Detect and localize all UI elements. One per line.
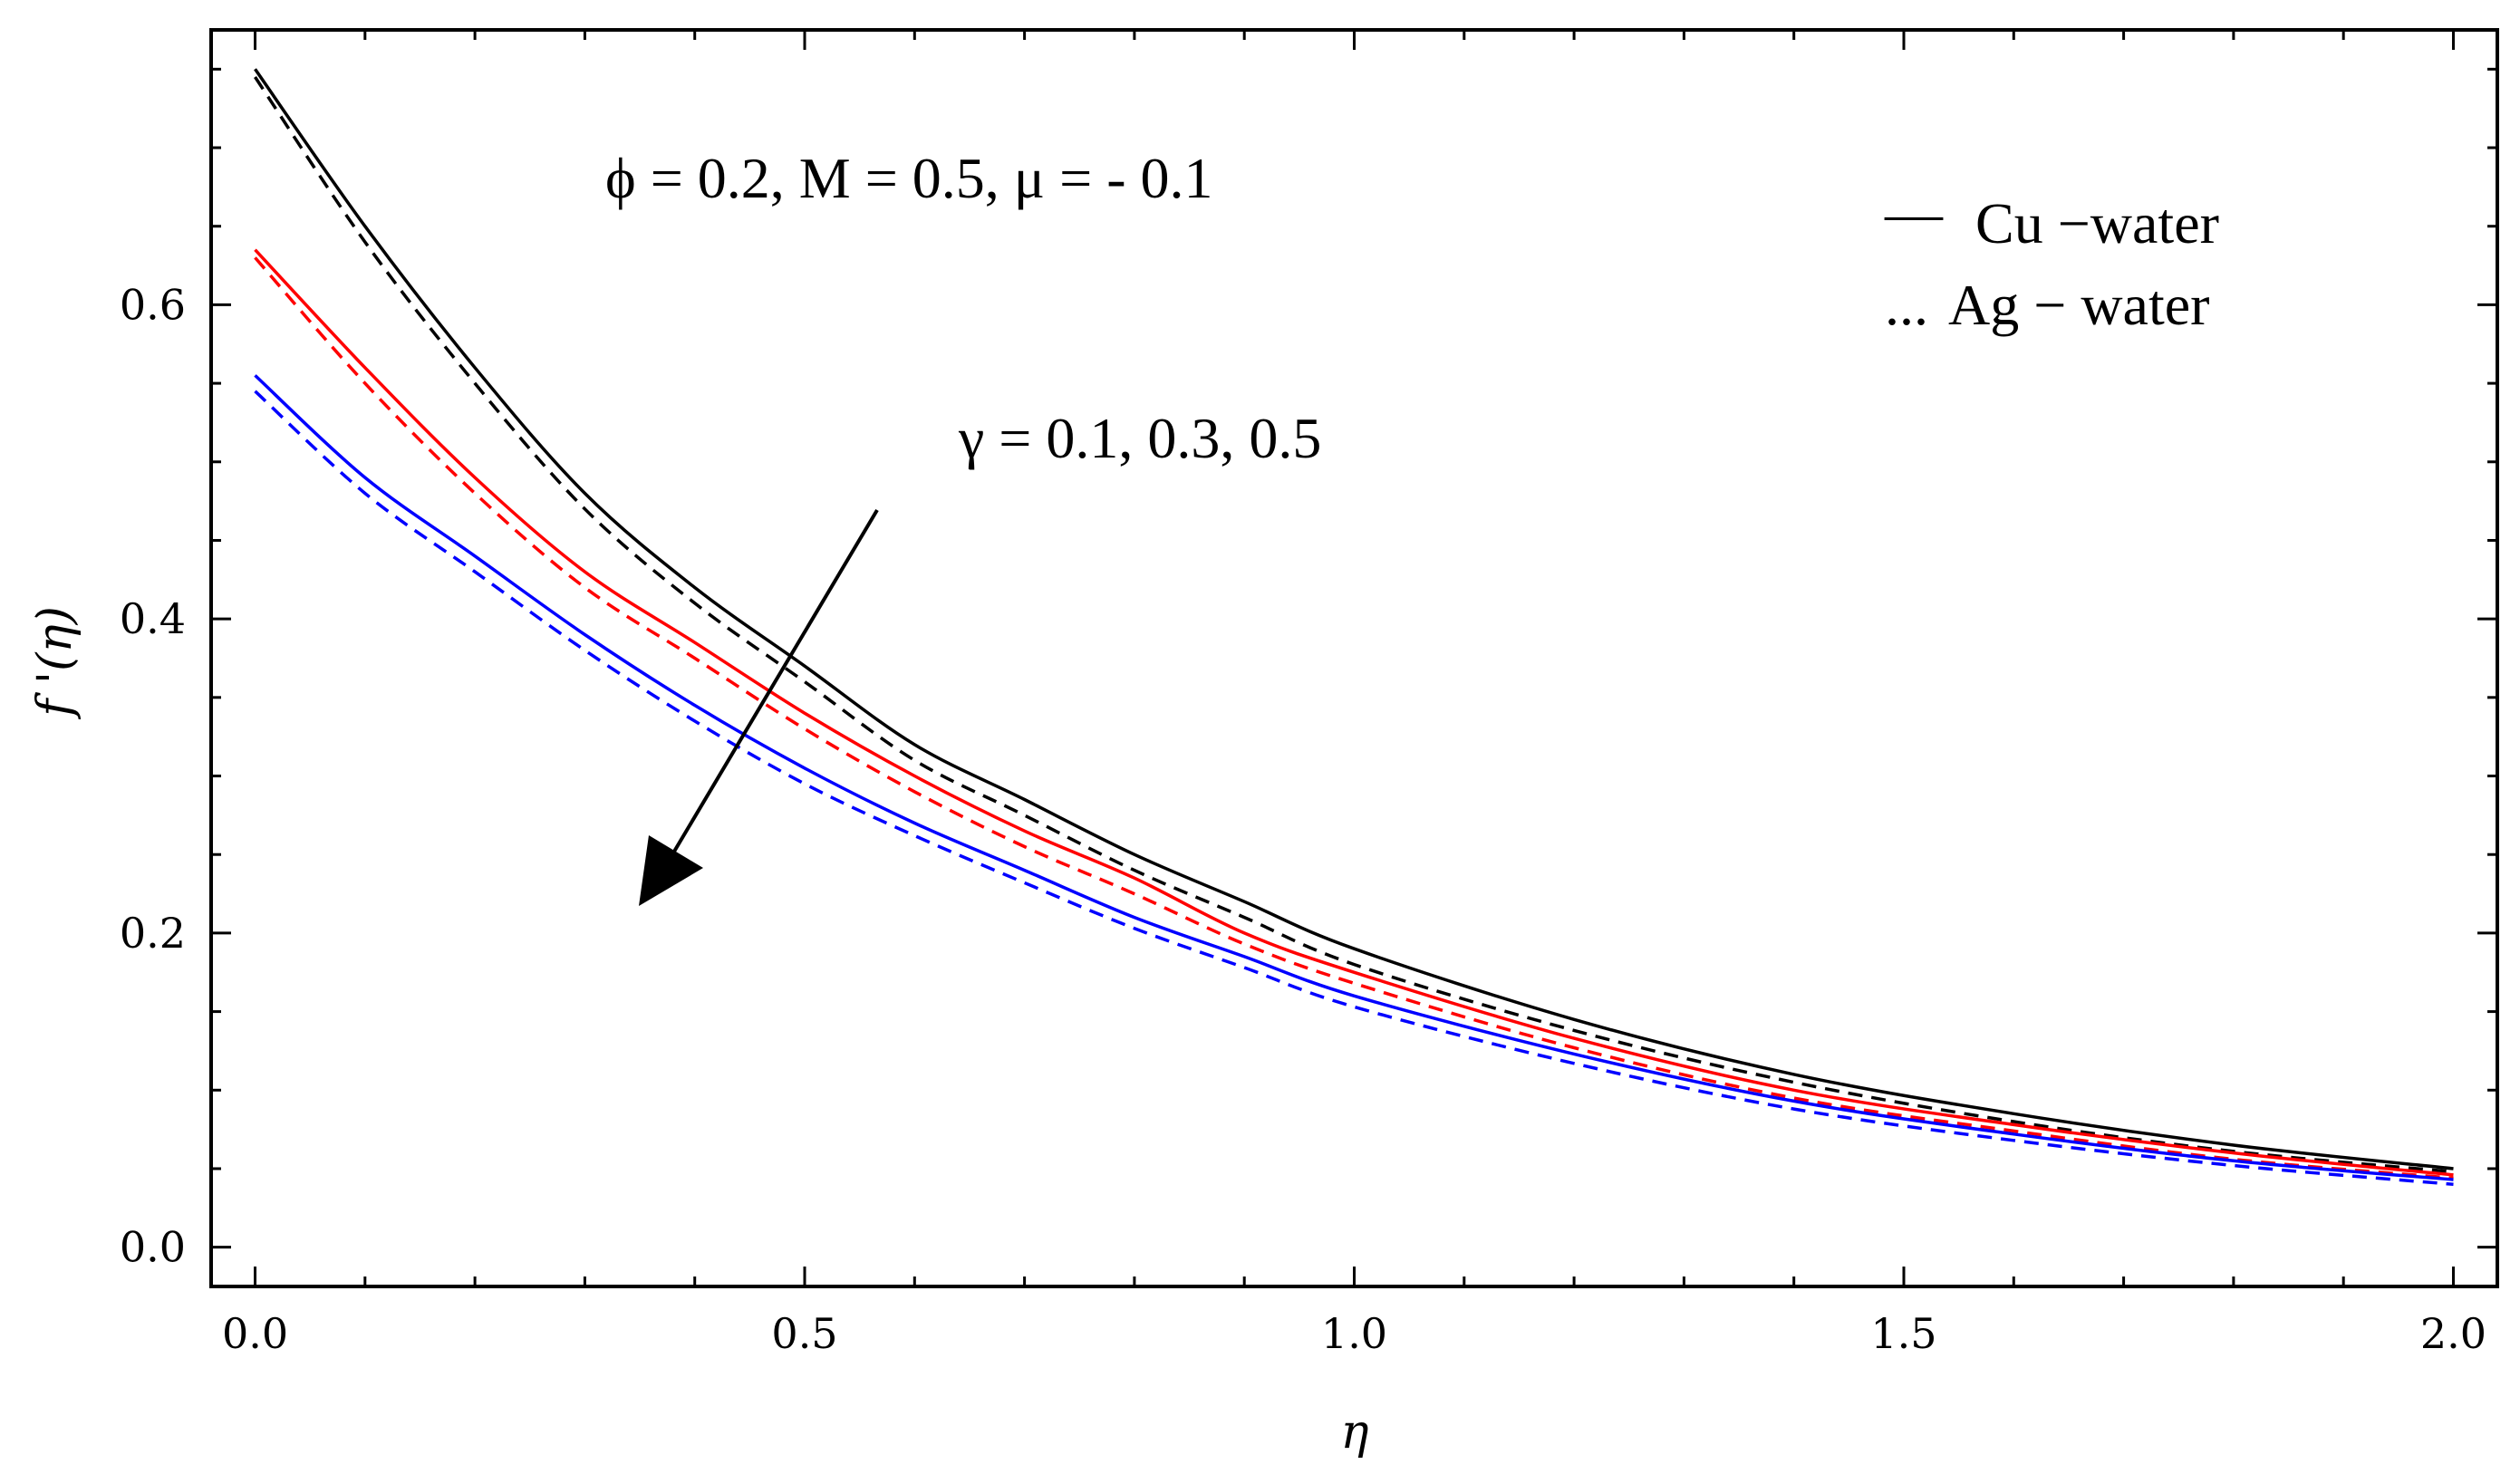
series-line-2 (254, 76, 2454, 1174)
axis-ticks: 0.0 0.5 1.0 1.5 2.0 0.0 0.2 0.4 0.6 (120, 30, 2497, 1358)
gamma-annotation: γ = 0.1, 0.3, 0.5 (958, 406, 1321, 470)
plot-frame (209, 28, 2499, 1288)
y-tick-label: 0.0 (120, 1223, 186, 1272)
series-line-1 (254, 68, 2454, 1171)
series-line-5 (254, 374, 2454, 1181)
x-tick-label: 2.0 (2420, 1309, 2486, 1358)
legend-entry-ag-label: Ag − water (1948, 273, 2209, 337)
x-axis-label: η (1340, 1405, 1368, 1460)
y-tick-label: 0.2 (120, 909, 186, 958)
x-tick-label: 1.5 (1870, 1309, 1936, 1358)
series-line-6 (254, 390, 2454, 1187)
y-tick-label: 0.6 (120, 280, 186, 329)
series-line-3 (254, 248, 2454, 1177)
x-tick-label: 0.5 (771, 1309, 837, 1358)
legend-entry-cu-label: Cu −water (1975, 191, 2219, 255)
series-group (254, 68, 2454, 1187)
legend-entry-ag-marker: ... (1885, 273, 1928, 337)
x-tick-label: 1.0 (1321, 1309, 1387, 1358)
y-tick-label: 0.4 (120, 594, 186, 643)
gamma-arrow (639, 508, 879, 906)
series-line-4 (254, 256, 2454, 1180)
parameter-annotation: ϕ = 0.2, M = 0.5, μ = - 0.1 (605, 146, 1213, 210)
x-tick-label: 0.0 (222, 1309, 288, 1358)
legend: — Cu −water ... Ag − water (1884, 180, 2219, 337)
legend-entry-cu-marker: — (1884, 180, 1944, 245)
y-axis-label: f '(η) (28, 606, 82, 720)
